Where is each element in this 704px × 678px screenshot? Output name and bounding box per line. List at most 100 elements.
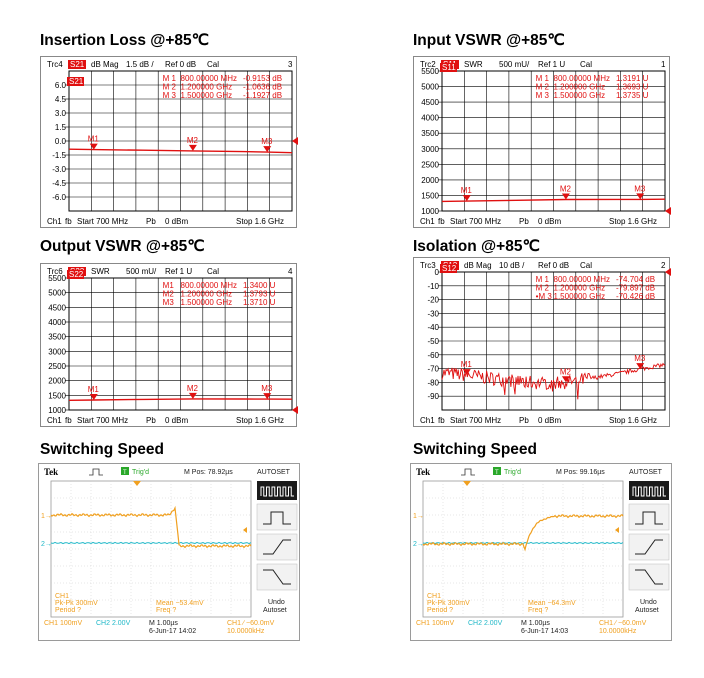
marker-table-value: 1.3693 U <box>616 83 649 92</box>
footer-channel: Ch1 <box>420 416 435 425</box>
format-label: dB Mag <box>91 60 119 69</box>
format-label: dB Mag <box>464 261 492 270</box>
y-tick-label: 4000 <box>48 318 66 327</box>
y-tick-label: -6.0 <box>52 193 66 202</box>
input-vswr-chart: Trc2 S11 SWR 500 mU/Ref 1 U Cal 1 5500 5000 4500… <box>413 56 671 228</box>
y-tick-label: 1000 <box>48 406 66 415</box>
trigger-pulse-icon <box>461 468 475 476</box>
marker-label: M2 <box>560 185 572 194</box>
timestamp: 6-Jun-17 14:03 <box>521 628 568 635</box>
single-cycle-icon <box>263 511 291 525</box>
insertion-loss-title: Insertion Loss @+85℃ <box>40 32 210 49</box>
single-cycle-icon <box>635 511 663 525</box>
trigger-position-marker <box>133 481 141 486</box>
marker-table-freq: 1.500000 GHz <box>554 91 606 100</box>
channel-number: 1 <box>661 60 666 69</box>
timebase: M 1.00µs <box>149 620 178 627</box>
menu-single-cycle-button <box>256 503 298 531</box>
y-tick-label: 4000 <box>421 114 439 123</box>
measure-mean: Mean −64.3mV <box>528 600 576 607</box>
footer-power: 0 dBm <box>538 416 561 425</box>
ref-label: Ref 0 dB <box>538 261 569 270</box>
marker-table-freq: 1.500000 GHz <box>181 298 233 307</box>
marker-triangle <box>188 144 197 151</box>
marker-table-value: 1.3735 U <box>616 91 649 100</box>
y-tick-label: 2000 <box>48 377 66 386</box>
measure-period: Period ? <box>55 607 81 614</box>
scale-label: 500 mU/ <box>126 267 157 276</box>
trigger-frequency: 10.0000kHz <box>599 628 637 635</box>
menu-single-cycle-button <box>628 503 670 531</box>
cal-label: Cal <box>207 267 219 276</box>
trace-badge-bg <box>67 77 84 86</box>
y-tick-label: 1500 <box>48 391 66 400</box>
measure-freq: Freq ? <box>528 607 548 614</box>
y-tick-label: -3.0 <box>52 165 66 174</box>
channel-number: 3 <box>288 60 293 69</box>
footer-fb: fb <box>438 416 445 425</box>
y-tick-label: 1000 <box>421 207 439 216</box>
y-tick-label: -60 <box>427 351 439 360</box>
ch2-trace <box>50 541 252 545</box>
menu-falling-edge-button <box>256 563 298 591</box>
autoset-label: AUTOSET <box>629 469 663 476</box>
ref-level-arrow <box>292 406 298 414</box>
y-tick-label: 3000 <box>421 145 439 154</box>
falling-edge-icon <box>635 569 663 585</box>
switching-speed-title-left: Switching Speed <box>40 441 165 458</box>
m-pos: M Pos: 99.16µs <box>556 469 605 476</box>
marker-label: M2 <box>560 367 572 376</box>
y-tick-label: -10 <box>427 282 439 291</box>
marker-table-label: M 2 <box>536 284 550 293</box>
ch2-scale: CH2 2.00V <box>468 620 503 627</box>
footer-stop: Stop 1.6 GHz <box>236 217 284 226</box>
footer-stop: Stop 1.6 GHz <box>236 416 284 425</box>
data-trace <box>68 398 293 401</box>
ch1-scale: CH1 100mV <box>416 620 454 627</box>
trigger-frequency: 10.0000kHz <box>227 628 265 635</box>
marker-label: M3 <box>634 184 646 193</box>
trace-label: Trc4 <box>47 60 63 69</box>
marker-table-freq: 800.00000 MHz <box>181 281 237 290</box>
marker-table-label: M3 <box>163 298 175 307</box>
menu-rising-edge-button <box>628 533 670 561</box>
trace-badge: S12 <box>442 264 457 273</box>
y-tick-label: 3000 <box>48 347 66 356</box>
measure-pkpk: Pk-Pk 300mV <box>427 600 470 607</box>
rising-edge-icon <box>263 539 291 555</box>
isolation-title: Isolation @+85℃ <box>413 238 540 255</box>
trace-badge-bg <box>67 270 84 279</box>
param-badge-bg <box>68 60 86 69</box>
undo-autoset-label: Autoset <box>635 607 659 614</box>
y-tick-label: -40 <box>427 323 439 332</box>
ch1-marker: 1→ <box>41 513 52 520</box>
trace-label: Trc2 <box>420 60 436 69</box>
footer-power: 0 dBm <box>538 217 561 226</box>
trace-badge-bg <box>440 264 457 273</box>
y-tick-label: 5500 <box>48 274 66 283</box>
trig-status-box-label: T <box>123 470 127 476</box>
marker-triangle <box>636 363 645 370</box>
menu-falling-edge-button <box>628 563 670 591</box>
marker-table-freq: 800.00000 MHz <box>181 74 237 83</box>
y-tick-label: 5000 <box>48 289 66 298</box>
cal-label: Cal <box>580 261 592 270</box>
trace-badge-bg <box>440 63 457 72</box>
marker-label: M3 <box>261 384 273 393</box>
y-tick-label: -50 <box>427 337 439 346</box>
y-tick-label: -20 <box>427 296 439 305</box>
ref-level-arrow <box>292 137 298 145</box>
marker-table-value: -70.426 dB <box>616 292 655 301</box>
marker-table-label: M 1 <box>536 74 550 83</box>
channel-number: 2 <box>661 261 666 270</box>
marker-table-freq: 1.200000 GHz <box>181 290 233 299</box>
marker-triangle <box>263 146 272 153</box>
footer-power: 0 dBm <box>165 217 188 226</box>
marker-triangle <box>636 193 645 200</box>
marker-triangle <box>462 195 471 202</box>
marker-table-label: M 3 <box>536 91 550 100</box>
ch1-marker: 1→ <box>413 513 424 520</box>
ch1-trace <box>50 505 252 549</box>
timestamp: 6-Jun-17 14:02 <box>149 628 196 635</box>
marker-table-freq: 1.200000 GHz <box>554 284 606 293</box>
